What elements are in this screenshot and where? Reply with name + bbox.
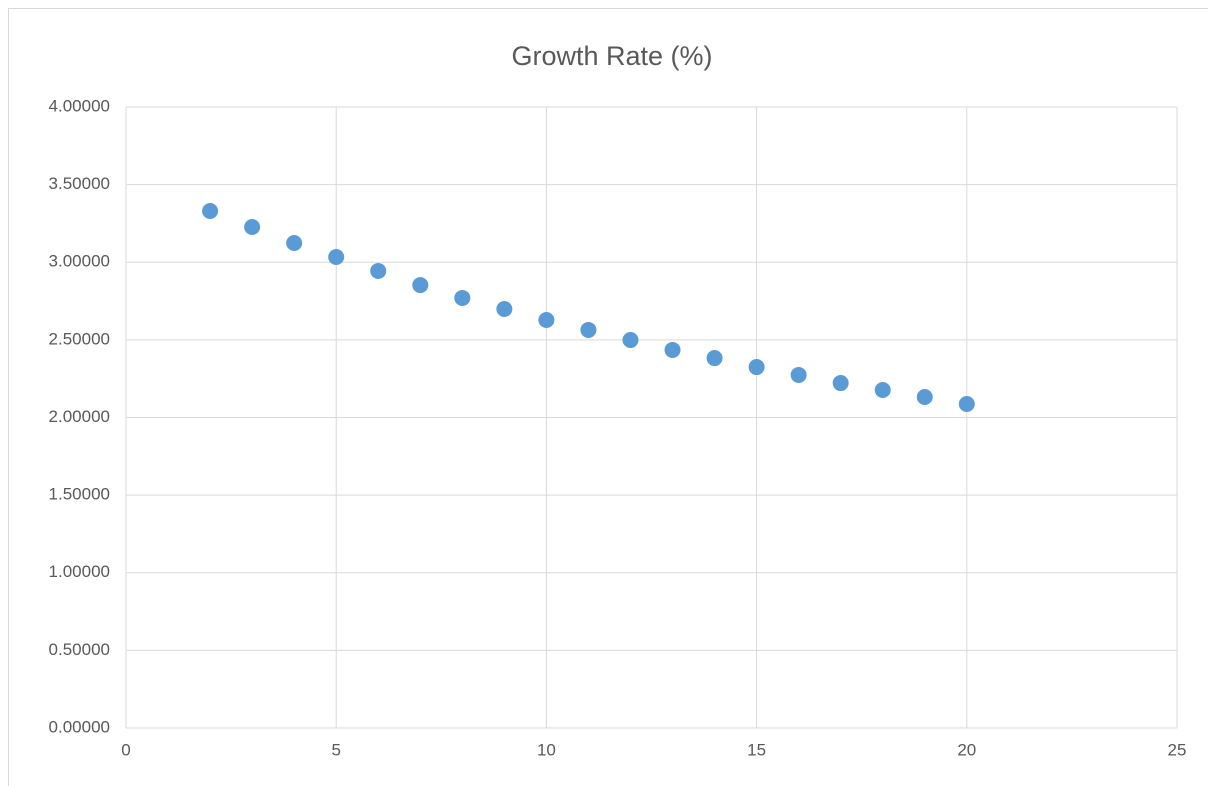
x-tick-label: 20 bbox=[957, 740, 976, 759]
x-tick-label: 15 bbox=[747, 740, 766, 759]
data-point bbox=[496, 300, 513, 317]
chart-title: Growth Rate (%) bbox=[511, 41, 712, 71]
y-tick-label: 2.00000 bbox=[49, 407, 110, 426]
data-point bbox=[958, 395, 975, 412]
x-tick-label: 25 bbox=[1168, 740, 1187, 759]
data-point bbox=[622, 332, 639, 349]
data-point bbox=[412, 277, 429, 294]
y-tick-label: 0.00000 bbox=[49, 717, 110, 736]
data-point bbox=[580, 321, 597, 338]
chart-frame bbox=[8, 8, 1208, 786]
data-point bbox=[916, 389, 933, 406]
data-point bbox=[748, 359, 765, 376]
data-point bbox=[874, 382, 891, 399]
data-point bbox=[328, 248, 345, 265]
x-tick-label: 0 bbox=[121, 740, 130, 759]
data-point bbox=[244, 219, 261, 236]
data-point bbox=[286, 234, 303, 251]
y-tick-label: 2.50000 bbox=[49, 329, 110, 348]
data-point bbox=[706, 350, 723, 367]
y-tick-label: 1.00000 bbox=[49, 562, 110, 581]
y-tick-label: 3.00000 bbox=[49, 252, 110, 271]
x-tick-label: 5 bbox=[331, 740, 340, 759]
data-point bbox=[538, 312, 555, 329]
data-point bbox=[790, 366, 807, 383]
data-point bbox=[370, 262, 387, 279]
x-tick-label: 10 bbox=[537, 740, 556, 759]
y-tick-label: 0.50000 bbox=[49, 640, 110, 659]
data-point bbox=[664, 341, 681, 358]
data-point bbox=[202, 203, 219, 220]
y-tick-label: 1.50000 bbox=[49, 485, 110, 504]
data-point bbox=[832, 375, 849, 392]
y-tick-label: 4.00000 bbox=[49, 96, 110, 115]
data-point bbox=[454, 289, 471, 306]
y-tick-label: 3.50000 bbox=[49, 174, 110, 193]
